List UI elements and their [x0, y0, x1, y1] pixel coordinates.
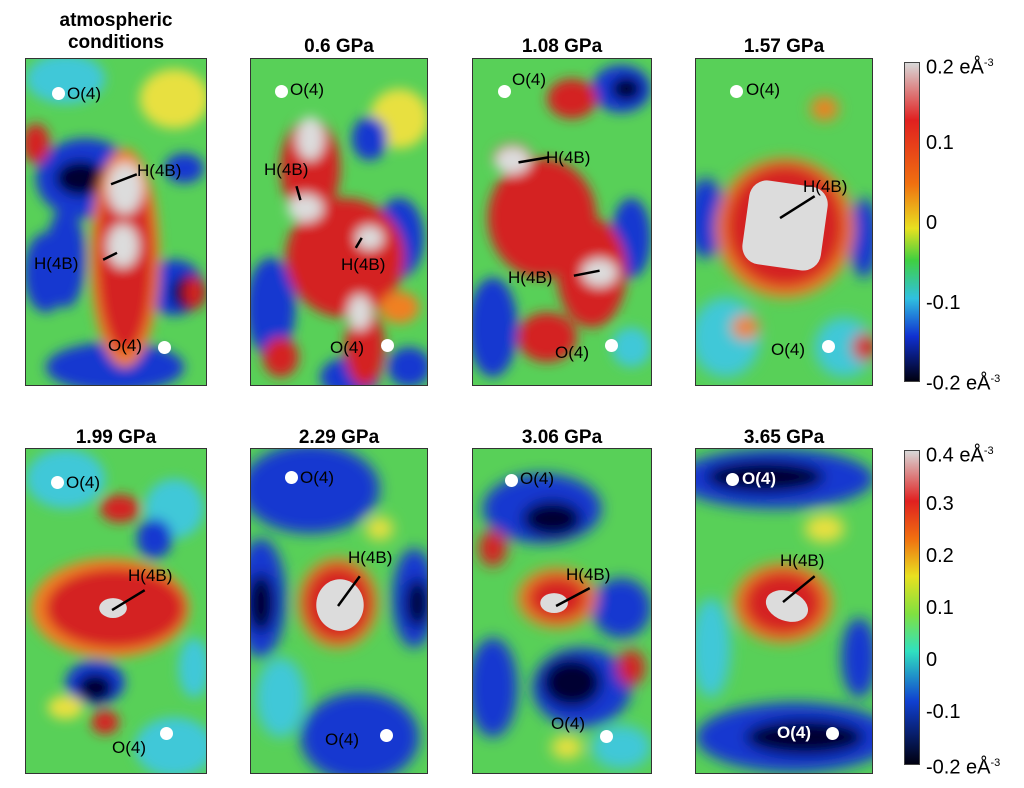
- oxygen-marker: [826, 727, 839, 740]
- atom-label-o4: O(4): [325, 730, 359, 749]
- oxygen-marker: [275, 85, 288, 98]
- oxygen-marker: [498, 85, 511, 98]
- oxygen-marker: [160, 727, 173, 740]
- panel-title-1-57: 1.57 GPa: [743, 36, 825, 57]
- density-map-1-08-gpa: [472, 58, 652, 386]
- panel-title-0-6: 0.6 GPa: [304, 36, 374, 57]
- colorbar-tick: 0.1: [926, 132, 954, 154]
- atom-label-o4: O(4): [520, 469, 554, 488]
- atom-label-o4: O(4): [746, 80, 780, 99]
- atom-label-h4b: H(4B): [137, 161, 182, 180]
- colorbar-bottom: [904, 450, 920, 765]
- oxygen-marker: [822, 340, 835, 353]
- density-map-1-99-gpa: [25, 448, 207, 774]
- colorbar-tick: 0.3: [926, 493, 954, 515]
- oxygen-marker: [51, 476, 64, 489]
- atom-label-o4: O(4): [300, 468, 334, 487]
- atom-label-o4: O(4): [108, 336, 142, 355]
- colorbar-tick: -0.1: [926, 292, 961, 314]
- oxygen-marker: [380, 729, 393, 742]
- oxygen-marker: [730, 85, 743, 98]
- oxygen-marker: [505, 474, 518, 487]
- colorbar-top: [904, 62, 920, 382]
- colorbar-tick: -0.1: [926, 701, 961, 723]
- oxygen-marker: [52, 87, 65, 100]
- atom-label-o4: O(4): [512, 70, 546, 89]
- atom-label-h4b: H(4B): [348, 548, 393, 567]
- density-map-3-06-gpa: [472, 448, 652, 774]
- oxygen-marker: [285, 471, 298, 484]
- atom-label-o4: O(4): [66, 473, 100, 492]
- oxygen-marker: [605, 339, 618, 352]
- atom-label-h4b: H(4B): [780, 551, 825, 570]
- colorbar-min-label: -0.2 eÅ-3: [926, 756, 1001, 779]
- oxygen-marker: [600, 730, 613, 743]
- oxygen-marker: [158, 341, 171, 354]
- atom-label-h4b: H(4B): [508, 268, 553, 287]
- atom-label-h4b: H(4B): [341, 255, 386, 274]
- atom-label-o4: O(4): [777, 723, 811, 742]
- atom-label-o4: O(4): [290, 80, 324, 99]
- density-map-2-29-gpa: [250, 448, 428, 774]
- density-map-1-57-gpa: [695, 58, 873, 386]
- oxygen-marker: [726, 473, 739, 486]
- density-map-atmospheric: [25, 58, 207, 386]
- atom-label-h4b: H(4B): [34, 254, 79, 273]
- colorbar-tick: 0: [926, 649, 938, 671]
- colorbar-tick: 0: [926, 212, 938, 234]
- atom-label-h4b: H(4B): [546, 148, 591, 167]
- colorbar-max-label: 0.2 eÅ-3: [926, 56, 994, 79]
- colorbar-tick: 0.1: [926, 597, 954, 619]
- oxygen-marker: [381, 339, 394, 352]
- atom-label-o4: O(4): [551, 714, 585, 733]
- density-map-3-65-gpa: [695, 448, 873, 774]
- colorbar-tick: 0.2: [926, 545, 954, 567]
- panel-title-atm: atmospheric conditions: [59, 10, 173, 53]
- colorbar-min-label: -0.2 eÅ-3: [926, 372, 1001, 395]
- atom-label-h4b: H(4B): [803, 177, 848, 196]
- panel-title-1-99: 1.99 GPa: [75, 427, 157, 448]
- panel-title-2-29: 2.29 GPa: [298, 427, 380, 448]
- atom-label-o4: O(4): [742, 469, 776, 488]
- colorbar-max-label: 0.4 eÅ-3: [926, 444, 994, 467]
- atom-label-o4: O(4): [330, 338, 364, 357]
- atom-label-h4b: H(4B): [128, 566, 173, 585]
- atom-label-o4: O(4): [771, 340, 805, 359]
- panel-title-3-65: 3.65 GPa: [743, 427, 825, 448]
- atom-label-o4: O(4): [555, 343, 589, 362]
- atom-label-o4: O(4): [67, 84, 101, 103]
- panel-title-3-06: 3.06 GPa: [521, 427, 603, 448]
- atom-label-h4b: H(4B): [264, 160, 309, 179]
- atom-label-o4: O(4): [112, 738, 146, 757]
- density-map-0-6-gpa: [250, 58, 428, 386]
- panel-title-1-08: 1.08 GPa: [521, 36, 603, 57]
- atom-label-h4b: H(4B): [566, 565, 611, 584]
